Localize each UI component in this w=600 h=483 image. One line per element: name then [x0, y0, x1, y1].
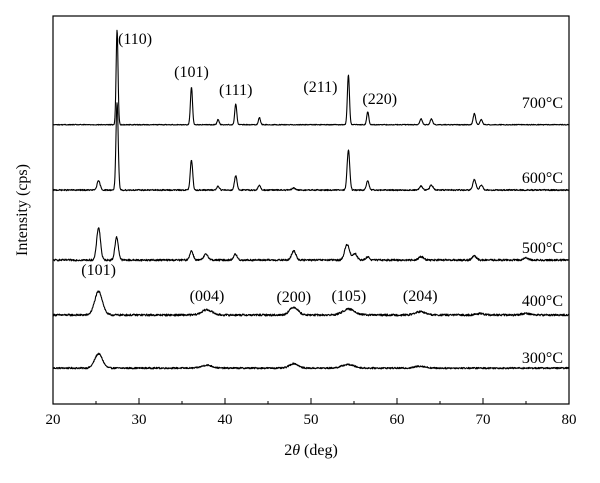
- y-axis-title: Intensity (cps): [14, 164, 31, 256]
- peak-annotation-8: (105): [332, 288, 367, 305]
- x-axis-title-symbol: θ: [292, 442, 300, 459]
- series-line-0: [52, 352, 570, 370]
- series-line-1: [52, 290, 570, 317]
- annotations-group: (110) (101) (111) (211) (220) (101) (004) (200)…: [81, 31, 437, 306]
- peak-annotation-4: (220): [362, 91, 397, 108]
- series-label-0: 300°C: [522, 350, 563, 367]
- x-tick-label-2: 40: [218, 412, 233, 428]
- peak-annotation-7: (200): [276, 289, 311, 306]
- series-label-2: 500°C: [522, 240, 563, 257]
- peak-annotation-9: (204): [403, 288, 438, 305]
- peak-annotation-6: (004): [190, 288, 225, 305]
- x-axis-title-suffix: (deg): [300, 442, 338, 459]
- x-tick-label-3: 50: [304, 412, 319, 428]
- series-label-4: 700°C: [522, 95, 563, 112]
- peak-annotation-1: (101): [174, 64, 209, 81]
- series-line-2: [52, 227, 570, 262]
- peak-annotation-2: (111): [219, 82, 252, 99]
- x-tick-label-5: 70: [476, 412, 491, 428]
- x-axis-title: 2θ (deg): [284, 442, 338, 459]
- x-axis-title-prefix: 2: [284, 442, 292, 459]
- peak-annotation-0: (110): [118, 31, 152, 48]
- plot-frame: [52, 15, 570, 405]
- series-label-3: 600°C: [522, 170, 563, 187]
- x-tick-label-0: 20: [46, 412, 61, 428]
- x-axis-ticks: 20 30 40 50 60 70 80: [46, 398, 577, 428]
- peak-annotation-5: (101): [81, 262, 116, 279]
- series-line-3: [52, 102, 570, 192]
- peak-annotation-3: (211): [303, 79, 337, 96]
- x-tick-label-4: 60: [390, 412, 405, 428]
- series-group: 300°C 400°C 500°C 600°C 700°C: [52, 29, 570, 370]
- series-line-4: [52, 29, 570, 126]
- x-tick-label-6: 80: [562, 412, 577, 428]
- x-tick-label-1: 30: [132, 412, 147, 428]
- series-label-1: 400°C: [522, 293, 563, 310]
